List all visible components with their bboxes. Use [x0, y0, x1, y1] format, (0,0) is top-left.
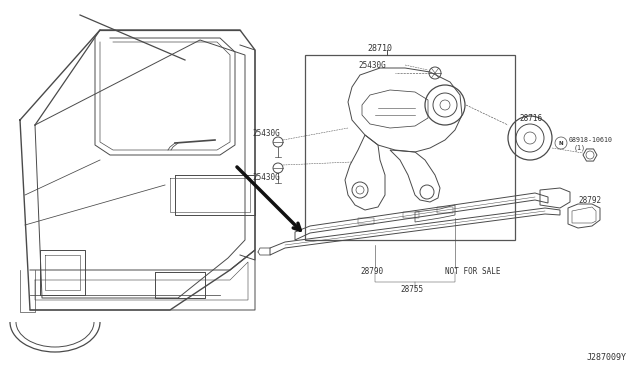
- Text: 28710: 28710: [367, 44, 392, 52]
- Text: 25430G: 25430G: [358, 61, 386, 70]
- Bar: [305, 55, 515, 240]
- Bar: [403, 212, 419, 218]
- Text: NOT FOR SALE: NOT FOR SALE: [445, 267, 500, 276]
- Text: 25430G: 25430G: [252, 128, 280, 138]
- Text: 28755: 28755: [400, 285, 423, 295]
- Text: J287009Y: J287009Y: [587, 353, 627, 362]
- Bar: [437, 207, 453, 213]
- Bar: [358, 218, 374, 224]
- Text: N: N: [559, 141, 563, 145]
- Text: 28716: 28716: [519, 113, 542, 122]
- Text: 28792: 28792: [578, 196, 601, 205]
- Text: 25430G: 25430G: [252, 173, 280, 182]
- Text: 28790: 28790: [360, 267, 383, 276]
- Text: 08918-10610: 08918-10610: [569, 137, 613, 143]
- Text: (1): (1): [574, 145, 586, 151]
